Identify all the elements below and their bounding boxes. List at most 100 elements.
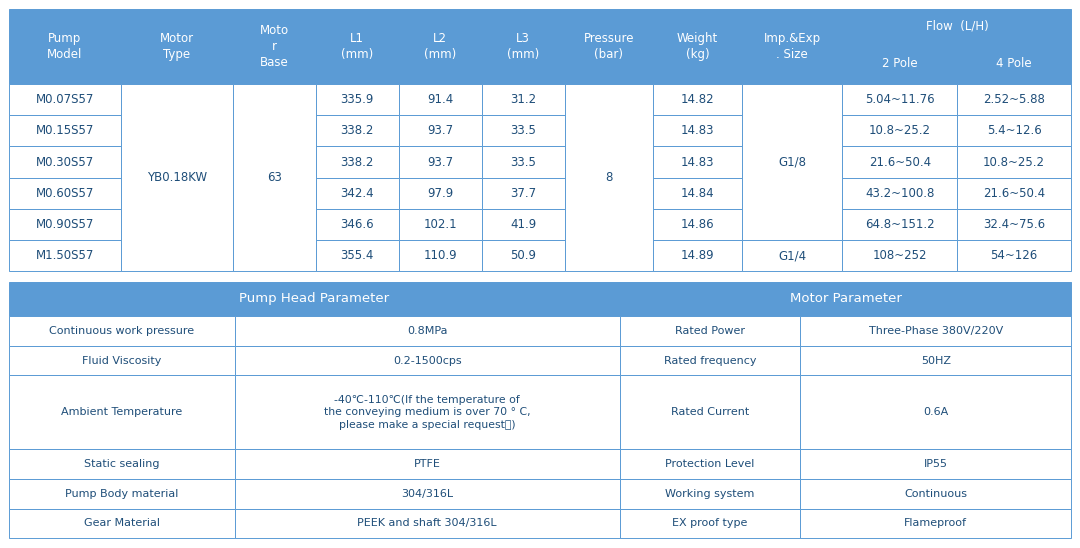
Text: 8: 8: [605, 171, 612, 184]
Bar: [399, 9, 482, 84]
Bar: [565, 9, 653, 84]
Bar: [9, 449, 234, 479]
Text: 342.4: 342.4: [340, 187, 374, 199]
Bar: [653, 115, 742, 146]
Text: Imp.&Exp
. Size: Imp.&Exp . Size: [764, 32, 821, 61]
Text: L1
(mm): L1 (mm): [341, 32, 374, 61]
Text: Weight
(kg): Weight (kg): [677, 32, 718, 61]
Text: Motor Parameter: Motor Parameter: [789, 293, 902, 305]
Text: M0.90S57: M0.90S57: [36, 218, 94, 231]
Bar: [842, 84, 957, 115]
Text: 14.83: 14.83: [680, 124, 714, 138]
Text: 31.2: 31.2: [510, 93, 536, 106]
Bar: [742, 9, 842, 84]
Bar: [842, 9, 1071, 44]
Text: 14.83: 14.83: [680, 156, 714, 168]
Bar: [800, 449, 1071, 479]
Bar: [9, 282, 620, 316]
Bar: [233, 9, 315, 84]
Bar: [800, 316, 1071, 346]
Text: 338.2: 338.2: [340, 124, 374, 138]
Bar: [800, 346, 1071, 375]
Bar: [957, 115, 1071, 146]
Bar: [234, 509, 620, 538]
Text: 14.84: 14.84: [680, 187, 715, 199]
Bar: [399, 146, 482, 178]
Bar: [653, 84, 742, 115]
Text: Working system: Working system: [665, 489, 755, 499]
Bar: [315, 9, 399, 84]
Bar: [9, 479, 234, 509]
Text: 0.8MPa: 0.8MPa: [407, 326, 447, 336]
Bar: [482, 115, 565, 146]
Text: 304/316L: 304/316L: [401, 489, 454, 499]
Bar: [9, 84, 121, 115]
Bar: [842, 146, 957, 178]
Text: PTFE: PTFE: [414, 459, 441, 469]
Text: Flameproof: Flameproof: [904, 518, 968, 528]
Bar: [957, 146, 1071, 178]
Bar: [121, 84, 233, 271]
Text: 0.2-1500cps: 0.2-1500cps: [393, 356, 461, 366]
Bar: [842, 209, 957, 240]
Text: 33.5: 33.5: [510, 124, 536, 138]
Text: 43.2~100.8: 43.2~100.8: [865, 187, 934, 199]
Text: Continuous work pressure: Continuous work pressure: [49, 326, 194, 336]
Text: PEEK and shaft 304/316L: PEEK and shaft 304/316L: [357, 518, 497, 528]
Text: 91.4: 91.4: [427, 93, 454, 106]
Bar: [399, 240, 482, 271]
Text: Pump Body material: Pump Body material: [65, 489, 178, 499]
Bar: [234, 346, 620, 375]
Text: M0.30S57: M0.30S57: [36, 156, 94, 168]
Text: 14.82: 14.82: [680, 93, 715, 106]
Text: 346.6: 346.6: [340, 218, 374, 231]
Text: 14.86: 14.86: [680, 218, 715, 231]
Bar: [653, 209, 742, 240]
Bar: [234, 316, 620, 346]
Text: 10.8~25.2: 10.8~25.2: [983, 156, 1045, 168]
Bar: [399, 115, 482, 146]
Text: Pump Head Parameter: Pump Head Parameter: [239, 293, 389, 305]
Text: 63: 63: [267, 171, 282, 184]
Bar: [620, 282, 1071, 316]
Text: Flow  (L/H): Flow (L/H): [926, 20, 988, 33]
Text: 97.9: 97.9: [427, 187, 454, 199]
Bar: [9, 209, 121, 240]
Bar: [399, 84, 482, 115]
Bar: [121, 9, 233, 84]
Text: 14.89: 14.89: [680, 249, 715, 262]
Text: Motor
Type: Motor Type: [160, 32, 194, 61]
Text: M0.15S57: M0.15S57: [36, 124, 94, 138]
Text: 5.04~11.76: 5.04~11.76: [865, 93, 934, 106]
Bar: [957, 209, 1071, 240]
Text: Three-Phase 380V/220V: Three-Phase 380V/220V: [868, 326, 1003, 336]
Text: M0.07S57: M0.07S57: [36, 93, 94, 106]
Bar: [482, 84, 565, 115]
Text: 64.8~151.2: 64.8~151.2: [865, 218, 934, 231]
Bar: [620, 316, 800, 346]
Bar: [9, 178, 121, 209]
Text: 54~126: 54~126: [990, 249, 1038, 262]
Bar: [482, 209, 565, 240]
Bar: [9, 240, 121, 271]
Text: 10.8~25.2: 10.8~25.2: [868, 124, 931, 138]
Bar: [957, 240, 1071, 271]
Bar: [653, 178, 742, 209]
Bar: [620, 479, 800, 509]
Bar: [9, 509, 234, 538]
Bar: [9, 375, 234, 449]
Bar: [315, 84, 399, 115]
Text: 21.6~50.4: 21.6~50.4: [868, 156, 931, 168]
Bar: [482, 178, 565, 209]
Text: 2 Pole: 2 Pole: [882, 58, 918, 70]
Text: 93.7: 93.7: [427, 124, 454, 138]
Text: 33.5: 33.5: [510, 156, 536, 168]
Text: Protection Level: Protection Level: [665, 459, 755, 469]
Text: L2
(mm): L2 (mm): [424, 32, 456, 61]
Text: 338.2: 338.2: [340, 156, 374, 168]
Bar: [800, 509, 1071, 538]
Bar: [482, 240, 565, 271]
Text: G1/8: G1/8: [779, 156, 807, 168]
Text: Pump
Model: Pump Model: [48, 32, 82, 61]
Bar: [234, 479, 620, 509]
